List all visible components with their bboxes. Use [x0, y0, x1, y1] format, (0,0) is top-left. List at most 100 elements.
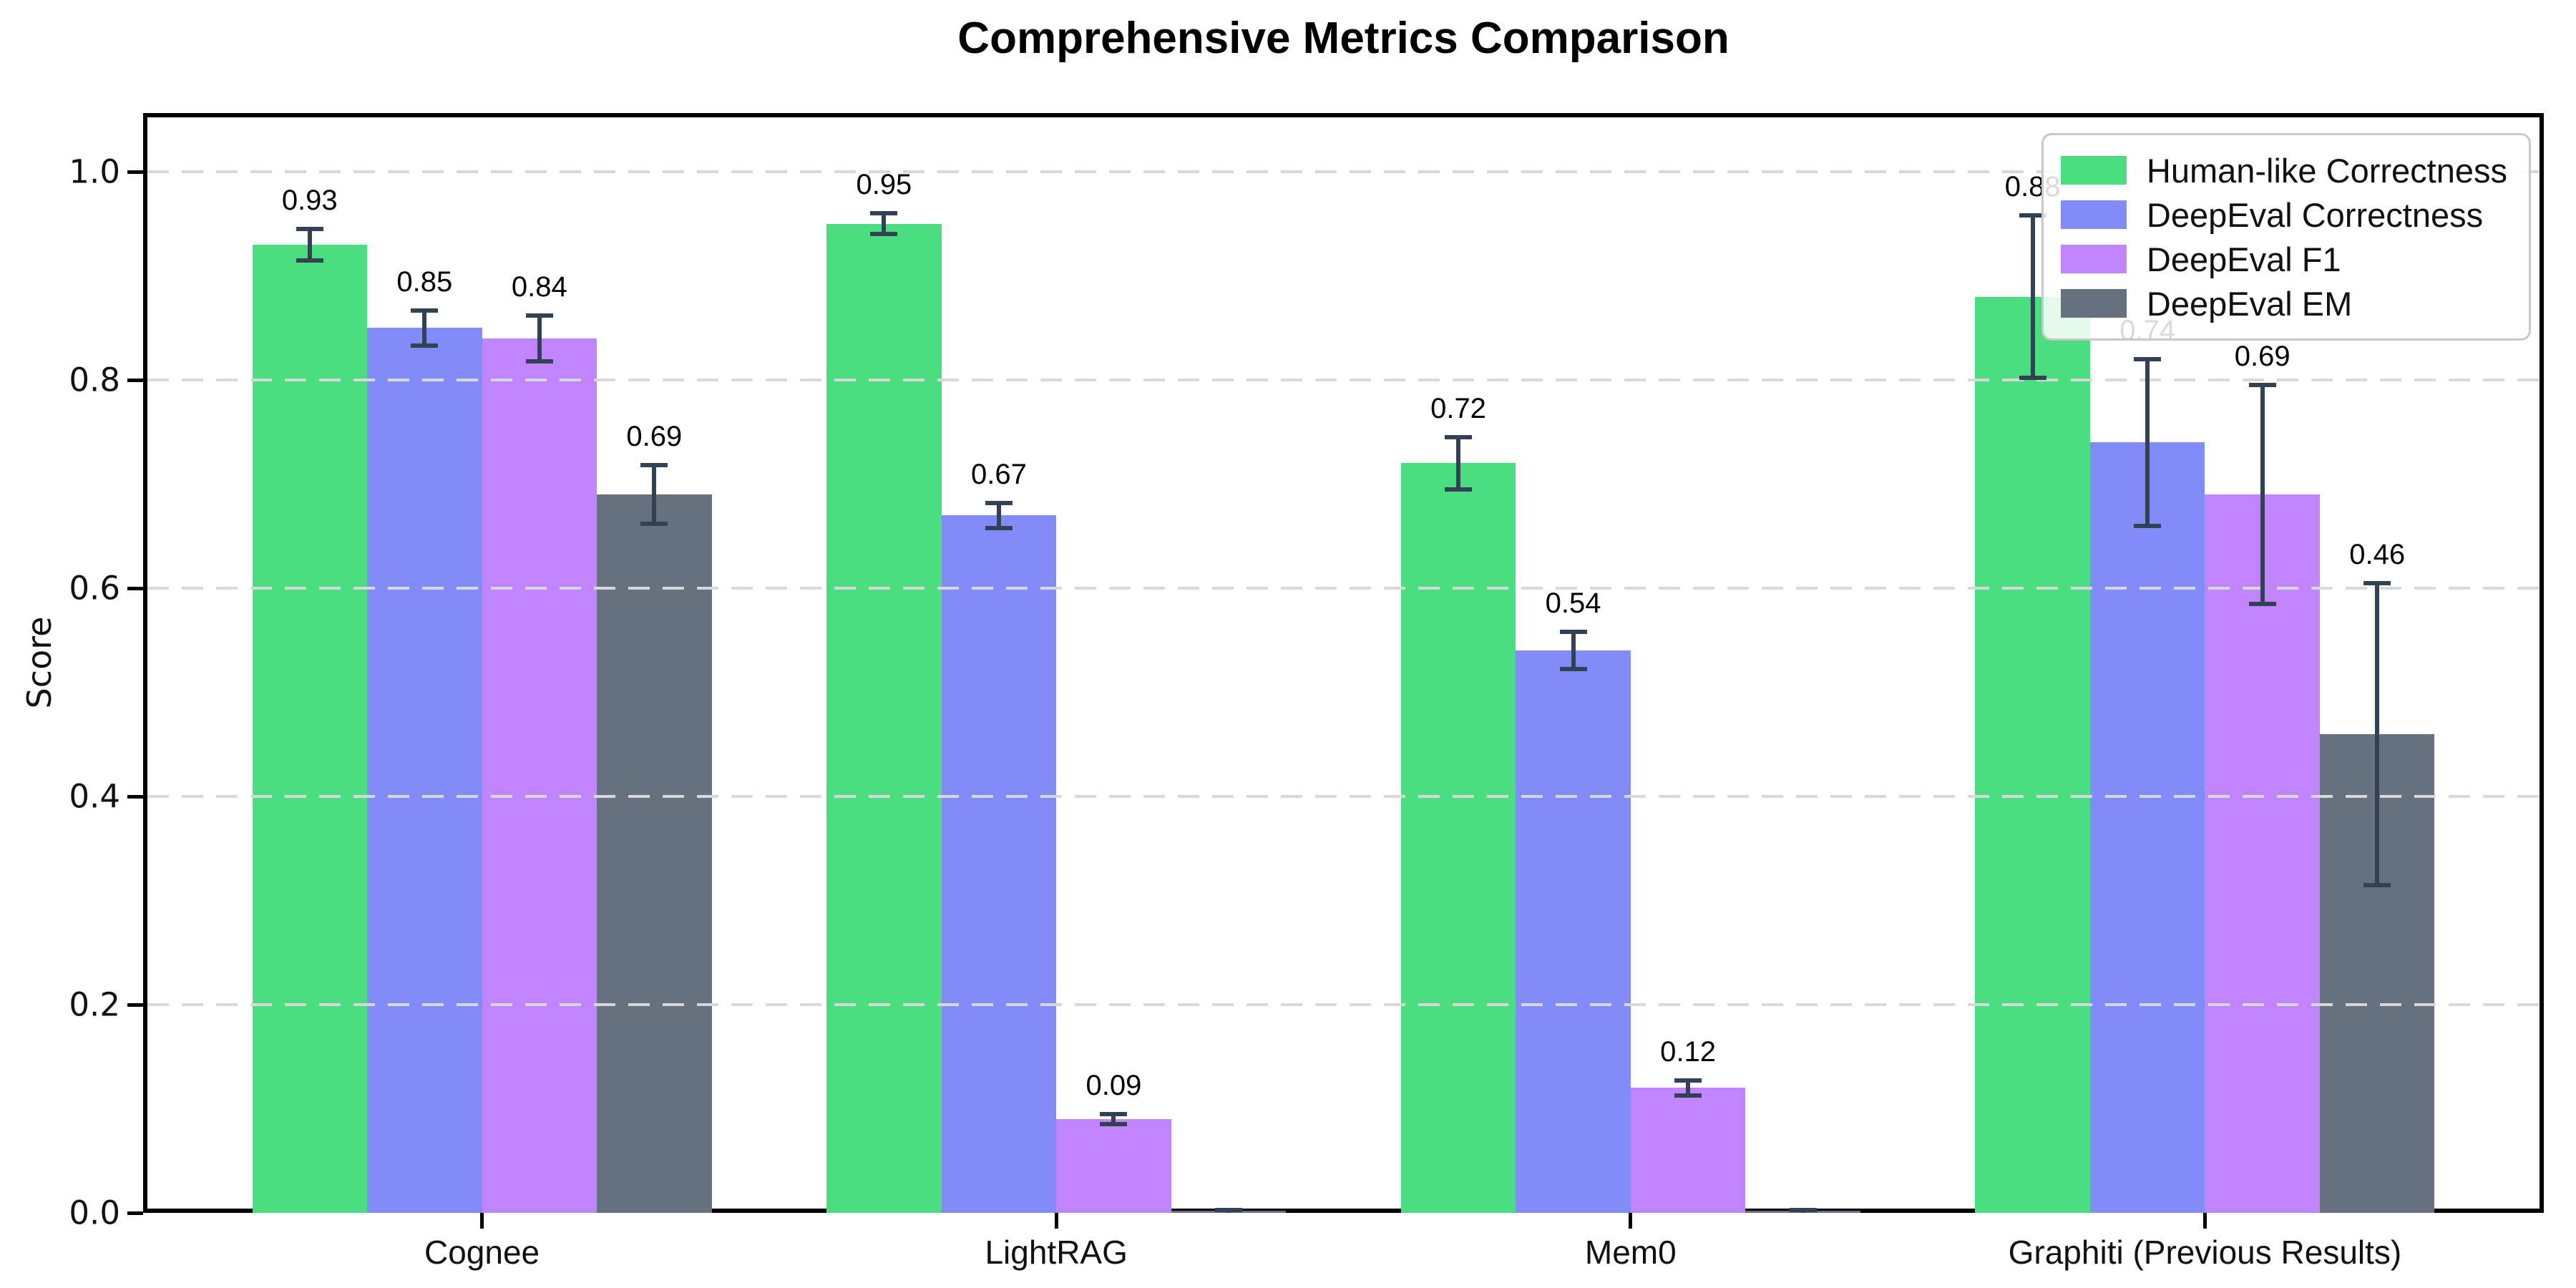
y-tick-label: 0.4 — [69, 777, 120, 816]
error-bar-cap-bottom — [1559, 667, 1587, 672]
bar — [826, 223, 942, 1213]
error-bar-cap-bottom — [525, 358, 553, 364]
error-bar-cap-top — [411, 308, 439, 313]
x-tick-mark — [480, 1213, 484, 1229]
error-bar — [307, 229, 312, 260]
plot-border — [143, 113, 2544, 1213]
bar-value-label: 0.46 — [2349, 538, 2406, 570]
error-bar-cap-top — [1789, 1207, 1817, 1212]
legend-item: DeepEval EM — [2060, 281, 2507, 326]
bar — [1516, 650, 1631, 1213]
error-bar — [652, 465, 657, 524]
error-bar-cap-top — [870, 211, 898, 216]
gridline — [147, 170, 2540, 173]
error-bar — [2260, 385, 2265, 604]
error-bar — [882, 213, 887, 235]
bar — [1400, 463, 1516, 1213]
error-bar-cap-bottom — [296, 258, 323, 263]
y-tick-label: 0.8 — [69, 361, 120, 399]
y-axis-label: Score — [20, 616, 59, 709]
error-bar-cap-bottom — [1445, 487, 1473, 492]
bar-value-label: 0.84 — [511, 270, 567, 303]
error-bar-cap-bottom — [640, 521, 668, 526]
error-bar-cap-top — [525, 313, 553, 318]
x-tick-label: Graphiti (Previous Results) — [2008, 1234, 2402, 1271]
error-bar-cap-top — [2019, 213, 2046, 218]
y-tick-mark — [127, 170, 143, 174]
y-tick-mark — [127, 378, 143, 382]
legend-swatch — [2060, 245, 2127, 273]
legend-swatch — [2060, 200, 2127, 229]
error-bar-cap-bottom — [2134, 523, 2162, 528]
x-tick-mark — [1054, 1213, 1058, 1229]
error-bar — [1111, 1113, 1116, 1125]
error-bar-cap-bottom — [1100, 1122, 1128, 1127]
error-bar-cap-bottom — [2363, 882, 2391, 887]
legend-label: Human-like Correctness — [2146, 151, 2507, 190]
y-tick-label: 0.6 — [69, 569, 120, 608]
x-tick-label: Mem0 — [1584, 1234, 1677, 1271]
bar-value-label: 0.69 — [2234, 341, 2290, 373]
gridline — [147, 795, 2540, 798]
bar — [1056, 1119, 1171, 1213]
legend-label: DeepEval F1 — [2146, 240, 2341, 278]
x-tick-label: LightRAG — [985, 1234, 1128, 1271]
error-bar-cap-top — [1100, 1111, 1128, 1116]
error-bar-cap-top — [2248, 383, 2276, 388]
error-bar — [2145, 358, 2150, 526]
error-bar-cap-top — [985, 500, 1013, 505]
bar-value-label: 0.69 — [626, 421, 683, 453]
error-bar — [996, 502, 1001, 528]
legend-swatch — [2060, 156, 2127, 185]
y-tick-mark — [127, 794, 143, 799]
bar — [2205, 494, 2320, 1213]
legend-swatch — [2060, 289, 2127, 318]
y-tick-mark — [127, 1211, 143, 1215]
error-bar-cap-top — [296, 227, 323, 232]
bar-value-label: 0.72 — [1430, 393, 1486, 425]
error-bar-cap-top — [1559, 630, 1587, 635]
y-tick-mark — [127, 586, 143, 590]
error-bar-cap-top — [640, 463, 668, 468]
legend-items: Human-like Correctness DeepEval Correctne… — [2060, 148, 2507, 326]
bar — [597, 494, 712, 1213]
error-bar — [1456, 437, 1461, 489]
x-tick-mark — [2202, 1213, 2207, 1229]
error-bar-cap-bottom — [985, 525, 1013, 530]
legend-item: DeepEval Correctness — [2060, 192, 2507, 237]
error-bar-cap-bottom — [2248, 601, 2276, 606]
error-bar — [422, 310, 427, 346]
bar — [941, 515, 1057, 1213]
y-tick-label: 1.0 — [69, 152, 120, 191]
bar — [367, 328, 482, 1213]
bar — [1975, 296, 2090, 1213]
y-tick-label: 0.0 — [69, 1194, 120, 1232]
error-bar-cap-top — [1445, 435, 1473, 440]
error-bar — [537, 315, 542, 361]
error-bar-cap-top — [1214, 1207, 1242, 1212]
bar — [1630, 1088, 1746, 1213]
bar — [482, 338, 597, 1213]
y-tick-label: 0.2 — [69, 985, 120, 1024]
error-bar — [1686, 1080, 1691, 1096]
x-tick-label: Cognee — [424, 1234, 540, 1271]
error-bar-cap-top — [2363, 580, 2391, 585]
x-tick-mark — [1629, 1213, 1633, 1229]
bar-value-label: 0.67 — [970, 458, 1027, 490]
error-bar-cap-top — [1674, 1078, 1702, 1083]
legend-item: Human-like Correctness — [2060, 148, 2507, 192]
bar-value-label: 0.09 — [1085, 1069, 1142, 1101]
chart-title: Comprehensive Metrics Comparison — [957, 14, 1729, 63]
error-bar-cap-top — [2134, 356, 2162, 361]
error-bar-cap-bottom — [2019, 376, 2046, 381]
legend: Human-like Correctness DeepEval Correctne… — [2041, 133, 2531, 341]
legend-label: DeepEval Correctness — [2146, 195, 2484, 234]
y-tick-mark — [127, 1002, 143, 1007]
bar-value-label: 0.85 — [396, 265, 453, 298]
bar — [252, 244, 368, 1213]
legend-item: DeepEval F1 — [2060, 237, 2507, 281]
bar-value-label: 0.95 — [856, 169, 912, 201]
error-bar — [2375, 582, 2380, 885]
error-bar-cap-bottom — [870, 232, 898, 237]
